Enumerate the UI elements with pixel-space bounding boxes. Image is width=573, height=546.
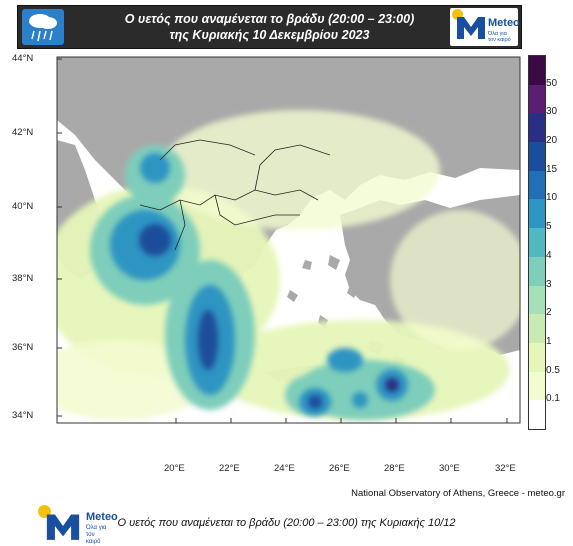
colorbar-segment (529, 113, 545, 143)
axis-ticks (57, 58, 508, 423)
header-bar: Ο υετός που αναμένεται το βράδυ (20:00 –… (17, 5, 522, 49)
colorbar-segment (529, 228, 545, 257)
title-line-2: της Κυριακής 10 Δεκεμβρίου 2023 (169, 28, 370, 42)
colorbar-label: 3 (546, 278, 552, 290)
precipitation-map: 44°N 42°N 40°N 38°N 36°N 34°N 20°E 22°E … (0, 50, 573, 545)
precip-core (139, 224, 399, 409)
colorbar-segment (529, 199, 545, 229)
colorbar-segment (529, 56, 545, 85)
precip-colorbar (528, 55, 546, 430)
colorbar-segment (529, 314, 545, 343)
credit-text: National Observatory of Athens, Greece -… (351, 488, 565, 499)
colorbar-label: 20 (546, 135, 558, 147)
plot-frame (56, 56, 521, 424)
colorbar-label: 15 (546, 163, 558, 175)
colorbar-label: 50 (546, 77, 558, 89)
colorbar-label: 0.1 (546, 393, 560, 405)
lon-label-32: 32°E (495, 463, 516, 474)
lon-label-20: 20°E (164, 463, 185, 474)
colorbar-label: 2 (546, 307, 552, 319)
lat-label-34: 34°N (12, 410, 34, 421)
country-borders (139, 139, 331, 251)
meteo-logo: Meteo Όλα για τον καιρό (450, 8, 520, 46)
title-line-1: Ο υετός που αναμένεται το βράδυ (20:00 –… (124, 12, 415, 26)
colorbar-label: 0.5 (546, 364, 560, 376)
colorbar-segment (529, 170, 545, 200)
colorbar-segment (529, 285, 545, 315)
colorbar-label: 10 (546, 192, 558, 204)
lon-label-24: 24°E (274, 463, 295, 474)
meteo-logo-bottom: Meteo Όλα για τον καιρό (38, 505, 118, 545)
colorbar-segment (529, 142, 545, 171)
logo-subtitle: Όλα για τον καιρό (86, 525, 107, 545)
lat-label-44: 44°N (12, 53, 34, 64)
lon-label-28: 28°E (384, 463, 405, 474)
logo-text: Meteo (488, 17, 520, 29)
colorbar-label: 4 (546, 249, 552, 261)
map-canvas (56, 56, 521, 424)
logo-subtitle: Όλα για τον καιρό (488, 31, 511, 43)
colorbar-segment (529, 342, 545, 372)
logo-text: Meteo (86, 511, 118, 523)
sun-icon (452, 9, 463, 20)
map-title: Ο υετός που αναμένεται το βράδυ (20:00 –… (78, 11, 461, 43)
colorbar-segment (529, 371, 545, 401)
colorbar-label: 1 (546, 335, 552, 347)
lon-label-22: 22°E (219, 463, 240, 474)
lat-label-42: 42°N (12, 127, 34, 138)
lon-label-26: 26°E (329, 463, 350, 474)
lat-label-40: 40°N (12, 201, 34, 212)
meteo-m-icon (457, 17, 485, 39)
lat-label-36: 36°N (12, 342, 34, 353)
colorbar-segment (529, 256, 545, 286)
rain-cloud-icon (22, 9, 64, 45)
colorbar-segment (529, 84, 545, 114)
colorbar-segment (529, 400, 545, 429)
colorbar-label: 30 (546, 106, 558, 118)
lat-label-38: 38°N (12, 273, 34, 284)
caption-text: Ο υετός που αναμένεται το βράδυ (20:00 –… (117, 517, 456, 529)
meteo-m-icon (46, 514, 80, 540)
colorbar-label: 5 (546, 221, 552, 233)
lon-label-30: 30°E (439, 463, 460, 474)
